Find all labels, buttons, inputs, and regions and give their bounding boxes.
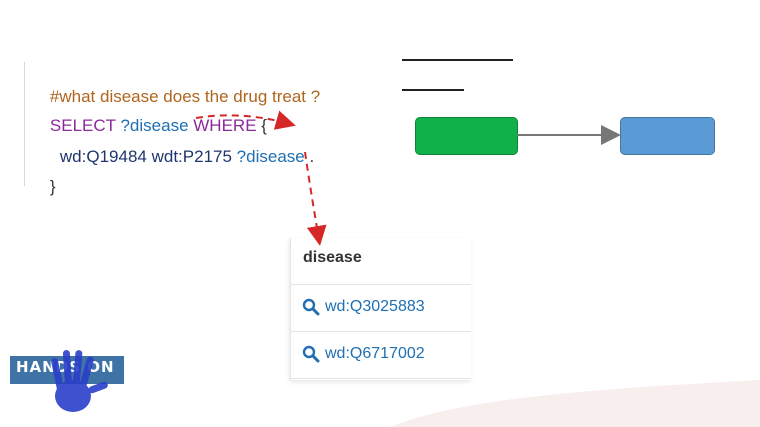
select-keyword: SELECT xyxy=(49,116,116,135)
open-brace: { xyxy=(261,116,267,135)
result-column-header: disease xyxy=(303,249,362,266)
triple-subject: wd:Q19484 xyxy=(59,147,147,166)
target-node xyxy=(620,117,715,155)
title-underline-long xyxy=(402,59,513,61)
title-underline-short xyxy=(402,89,464,91)
query-select-line: SELECT ?disease WHERE { xyxy=(31,96,267,156)
source-node xyxy=(415,117,518,155)
close-brace: } xyxy=(49,177,56,196)
query-comment-line: #what disease does the drug treat ? xyxy=(31,67,320,127)
query-triple-line: wd:Q19484 wdt:P2175 ?disease . xyxy=(41,127,314,187)
search-icon[interactable] xyxy=(302,298,320,316)
triple-predicate: wdt:P2175 xyxy=(151,147,232,166)
hands-on-logo: HANDS ON xyxy=(10,340,128,418)
triple-dot: . xyxy=(309,147,315,166)
result-value[interactable]: wd:Q6717002 xyxy=(325,345,425,362)
result-value[interactable]: wd:Q3025883 xyxy=(325,298,425,315)
query-close-line: } xyxy=(31,157,56,217)
query-comment: #what disease does the drug treat ? xyxy=(49,87,321,106)
where-keyword: WHERE xyxy=(193,116,257,135)
search-icon[interactable] xyxy=(302,345,320,363)
result-row[interactable]: wd:Q6717002 xyxy=(291,331,471,379)
hand-print-icon xyxy=(51,350,108,412)
arrow-to-where xyxy=(195,110,296,130)
select-variable: ?disease xyxy=(120,116,189,135)
sparql-query-panel: #what disease does the drug treat ? SELE… xyxy=(24,62,385,196)
result-table: disease wd:Q3025883 wd:Q6717002 xyxy=(290,238,471,380)
triple-object: ?disease xyxy=(236,147,305,166)
result-row[interactable]: wd:Q3025883 xyxy=(291,284,471,331)
